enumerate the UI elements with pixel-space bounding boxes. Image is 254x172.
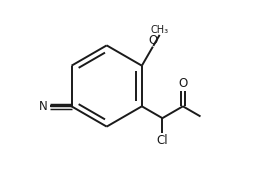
Text: O: O bbox=[178, 77, 187, 90]
Text: CH₃: CH₃ bbox=[151, 25, 169, 35]
Text: Cl: Cl bbox=[156, 134, 168, 147]
Text: N: N bbox=[39, 100, 48, 113]
Text: O: O bbox=[148, 34, 157, 47]
